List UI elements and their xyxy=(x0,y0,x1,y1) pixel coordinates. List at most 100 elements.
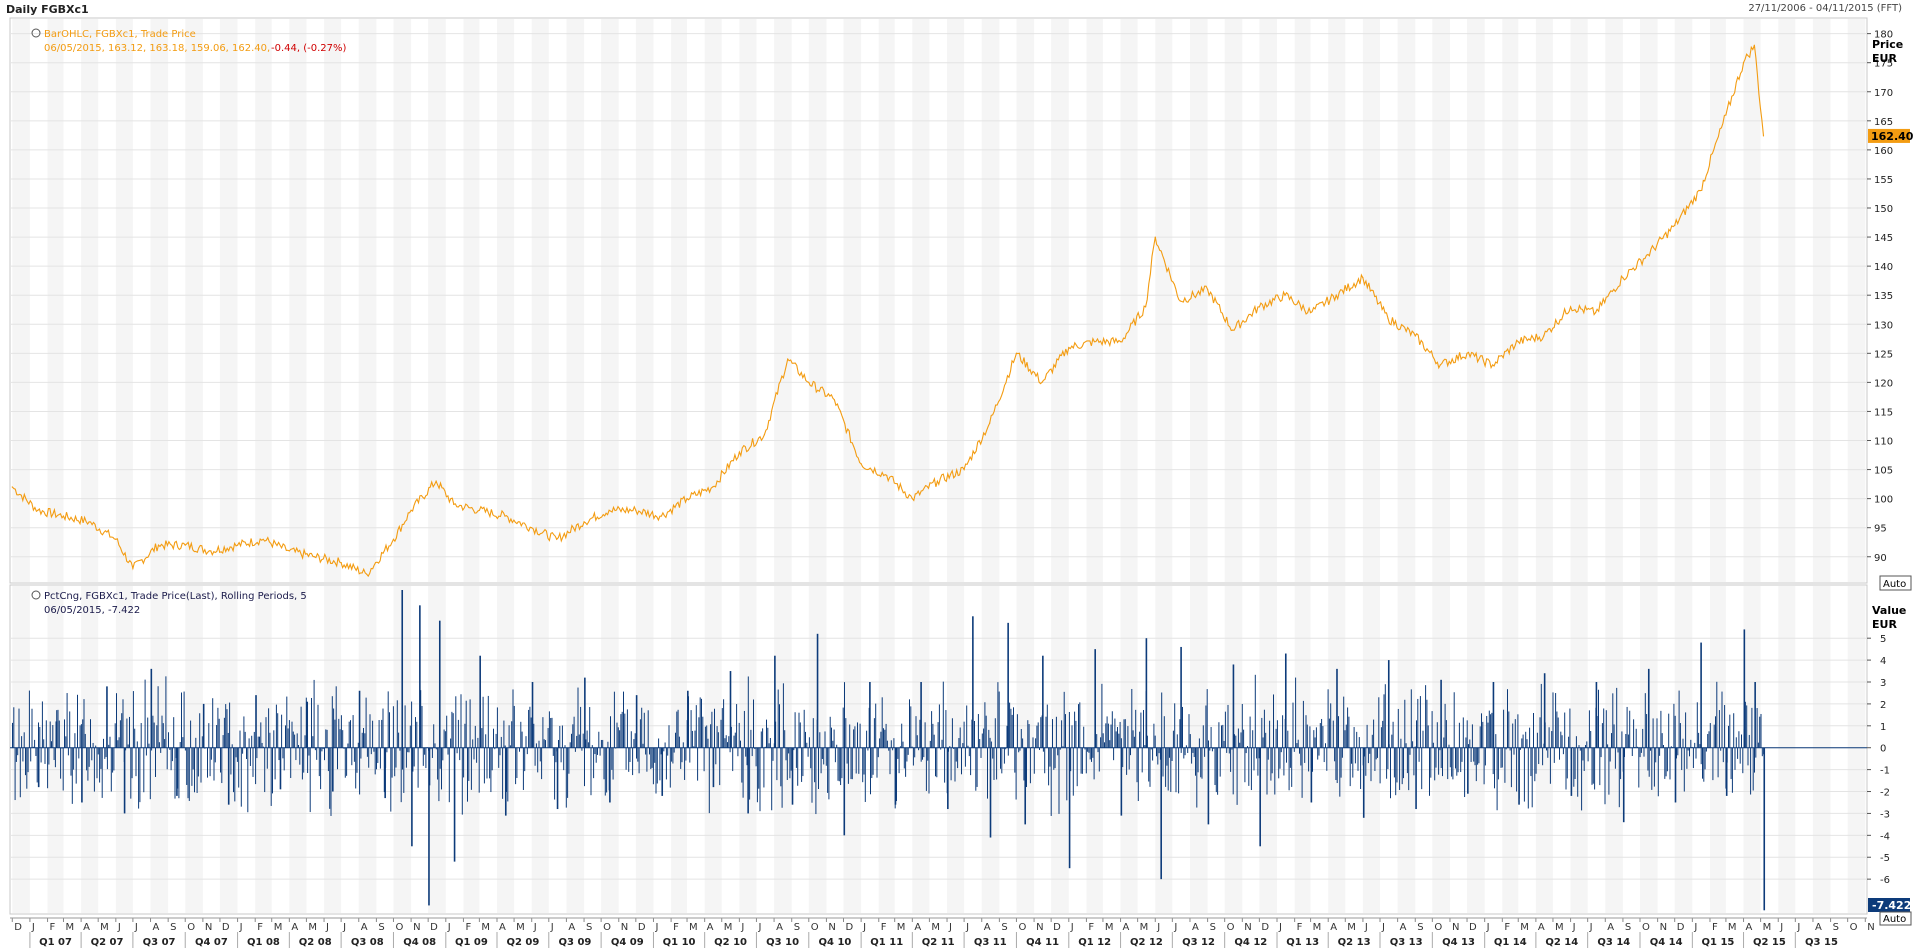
pct-bar-fill xyxy=(1531,747,1533,808)
x-quarter-label: Q1 08 xyxy=(247,937,280,948)
pct-bar-fill xyxy=(71,747,73,804)
pct-bar-fill xyxy=(1395,747,1397,796)
pct-bar-fill xyxy=(1522,734,1524,748)
pct-bar-fill xyxy=(1690,739,1692,748)
pct-bar-fill xyxy=(615,747,617,749)
pct-bar-fill xyxy=(105,747,107,758)
pct-bar-fill xyxy=(629,747,631,762)
price-auto-label: Auto xyxy=(1883,579,1906,590)
pct-bar-fill xyxy=(1471,724,1473,748)
pct-bar-fill xyxy=(914,747,916,758)
pct-bar-fill xyxy=(311,697,312,748)
pct-bar-fill xyxy=(1040,717,1042,748)
pct-bar-fill xyxy=(1016,714,1018,748)
pct-bar-fill xyxy=(938,704,940,748)
pct-bar-fill xyxy=(1319,723,1321,748)
x-month-label: F xyxy=(881,922,887,933)
pct-bar-fill xyxy=(639,719,641,748)
pct-bar-fill xyxy=(697,747,699,781)
month-stripe-price xyxy=(1328,19,1346,582)
pct-bar-fill xyxy=(229,702,231,748)
pct-bar-fill xyxy=(1184,747,1186,756)
pct-bar-fill xyxy=(923,747,925,758)
pct-bar-fill xyxy=(1174,703,1176,748)
pct-bar-fill xyxy=(638,747,640,774)
pct-bar-fill xyxy=(611,747,613,770)
pct-bar-fill xyxy=(901,723,903,748)
pct-bar-fill xyxy=(1189,734,1191,748)
x-quarter-label: Q2 09 xyxy=(506,937,539,948)
pct-bar-fill xyxy=(1276,720,1278,748)
pct-bar-fill xyxy=(1230,747,1232,772)
month-stripe-price xyxy=(531,19,549,582)
x-quarter-label: Q4 13 xyxy=(1442,937,1475,948)
price-legend-toggle-icon[interactable] xyxy=(31,28,41,38)
price-point xyxy=(1439,364,1441,366)
pct-bar-fill xyxy=(465,700,467,748)
pct-bar-fill xyxy=(44,747,46,764)
month-stripe-price xyxy=(739,19,757,582)
pct-bar-fill xyxy=(1709,723,1711,748)
pct-bar-fill xyxy=(179,742,181,748)
pct-bar-fill xyxy=(1330,703,1332,748)
pct-bar-fill xyxy=(389,712,390,748)
price-auto-button[interactable] xyxy=(1879,575,1912,591)
pct-bar-fill xyxy=(844,682,845,748)
pct-bar-fill xyxy=(274,747,276,780)
pct-bar-fill xyxy=(733,735,735,748)
pct-bar-fill xyxy=(1049,747,1051,767)
price-tick-label: 155 xyxy=(1874,175,1893,186)
x-quarter-label: Q1 12 xyxy=(1078,937,1111,948)
pct-bar-fill xyxy=(398,732,400,748)
month-stripe-price xyxy=(635,19,654,582)
pct-bar-fill xyxy=(905,747,907,777)
pct-bar xyxy=(123,747,126,814)
pct-bar-fill xyxy=(402,747,403,770)
pct-bar-fill xyxy=(656,747,658,784)
pct-bar-fill xyxy=(337,747,338,770)
pct-bar-fill xyxy=(103,738,104,748)
pct-bar-fill xyxy=(880,731,882,748)
x-month-label: A xyxy=(83,922,90,933)
pct-bar-fill xyxy=(1659,747,1661,756)
pct-auto-button[interactable] xyxy=(1879,911,1912,926)
pct-bar-fill xyxy=(1516,747,1518,792)
pct-legend-toggle-icon[interactable] xyxy=(31,590,41,600)
pct-bar-fill xyxy=(1419,696,1421,748)
pct-bar-fill xyxy=(827,747,829,793)
pct-bar-fill xyxy=(1078,704,1079,748)
pct-bar-fill xyxy=(1383,694,1385,748)
pct-bar-fill xyxy=(1172,730,1174,748)
pct-bar-fill xyxy=(1206,689,1208,748)
pct-bar-fill xyxy=(548,711,550,748)
pct-bar-fill xyxy=(1118,733,1120,748)
pct-bar-fill xyxy=(1656,718,1658,748)
pct-bar-fill xyxy=(92,742,94,748)
pct-bar-fill xyxy=(1323,747,1325,763)
price-point xyxy=(62,515,65,517)
pct-bar-fill xyxy=(1708,731,1710,748)
x-quarter-label: Q1 15 xyxy=(1702,937,1735,948)
pct-bar-fill xyxy=(399,747,401,751)
pct-bar-fill xyxy=(357,742,359,748)
pct-bar-fill xyxy=(1097,747,1099,753)
pct-bar-fill xyxy=(259,736,260,748)
pct-bar-fill xyxy=(290,747,292,778)
pct-bar-fill xyxy=(1026,747,1027,788)
pct-bar-fill xyxy=(1302,700,1304,748)
x-quarter-label: Q4 14 xyxy=(1650,937,1683,948)
pct-bar-fill xyxy=(1127,726,1129,748)
pct-bar-fill xyxy=(849,724,851,748)
pct-bar-fill xyxy=(1299,747,1300,754)
pct-bar-fill xyxy=(892,747,894,751)
pct-bar-fill xyxy=(1197,747,1199,773)
pct-axis-unit: EUR xyxy=(1872,618,1897,631)
pct-bar-fill xyxy=(1572,747,1573,748)
pct-bar-fill xyxy=(443,729,445,748)
x-month-label: J xyxy=(1589,922,1593,933)
price-point xyxy=(860,463,862,465)
pct-bar-fill xyxy=(840,747,842,786)
pct-bar-fill xyxy=(764,746,766,748)
x-quarter-label: Q3 11 xyxy=(974,937,1007,948)
pct-bar-fill xyxy=(246,747,247,760)
